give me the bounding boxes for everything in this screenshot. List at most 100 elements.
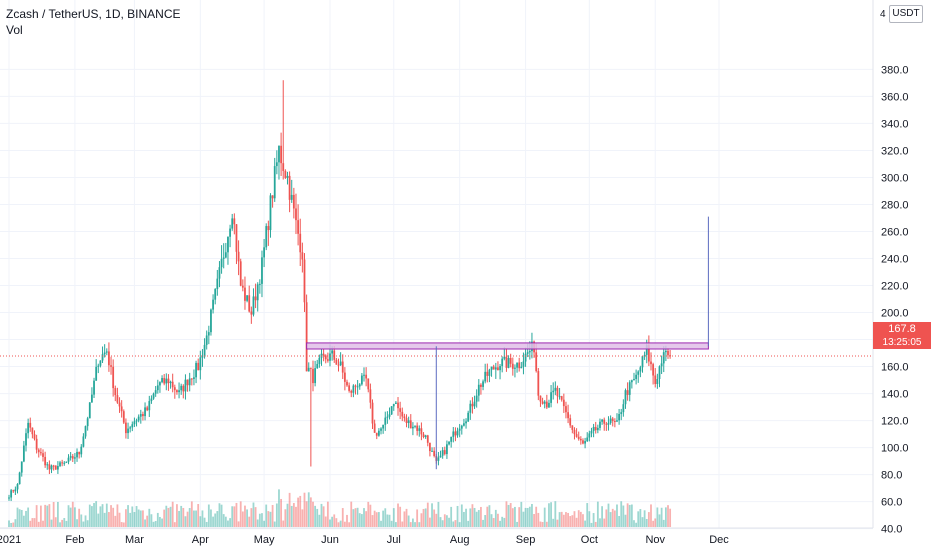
volume-bar	[380, 520, 382, 527]
candle-body	[492, 366, 495, 370]
candle-body	[44, 456, 47, 466]
candle-body	[586, 437, 589, 442]
time-tick-label: Aug	[450, 534, 470, 546]
volume-bar	[93, 503, 95, 527]
candle-body	[307, 367, 310, 372]
volume-bar	[579, 511, 582, 527]
candle-body	[579, 438, 582, 441]
candle-body	[630, 380, 633, 383]
candle-body	[305, 302, 308, 372]
candle-body	[178, 390, 180, 393]
candle-body	[271, 195, 274, 199]
volume-bar	[280, 498, 283, 527]
candle-body	[514, 367, 516, 369]
candle-body	[375, 432, 378, 436]
volume-bar	[441, 520, 444, 527]
candle-body	[584, 441, 586, 444]
time-tick-label: Oct	[581, 534, 598, 546]
countdown-label: 13:25:05	[873, 336, 931, 349]
candle-body	[227, 236, 229, 253]
candle-body	[269, 195, 272, 231]
volume-bar	[227, 520, 229, 527]
candle-body	[590, 431, 593, 434]
candle-body	[652, 364, 655, 376]
volume-bar	[129, 512, 132, 527]
volume-bar	[386, 514, 389, 527]
candle-body	[467, 412, 470, 422]
volume-bar	[543, 507, 546, 527]
candle-body	[65, 461, 68, 463]
candle-body	[386, 416, 389, 418]
candle-body	[78, 451, 81, 455]
candle-body	[125, 422, 127, 434]
volume-bar	[116, 504, 119, 527]
volume-bar	[658, 514, 661, 527]
volume-bar	[611, 508, 614, 527]
volume-bar	[605, 509, 608, 527]
volume-bar	[314, 505, 317, 527]
candle-body	[662, 352, 665, 364]
candle-body	[616, 420, 618, 422]
candle-body	[371, 402, 374, 424]
volume-bar	[639, 509, 642, 527]
candle-body	[309, 367, 312, 369]
candle-body	[592, 426, 595, 432]
price-tick-label: 220.0	[881, 281, 909, 293]
volume-bar	[324, 516, 327, 527]
volume-bar	[601, 506, 603, 527]
candle-body	[59, 462, 61, 467]
volume-bar	[531, 503, 533, 527]
candle-body	[182, 385, 185, 392]
candle-body	[254, 296, 257, 301]
volume-bar	[356, 507, 359, 527]
candle-body	[108, 351, 110, 366]
price-axis[interactable]: 40.060.080.0100.0120.0140.0160.0180.0200…	[881, 64, 909, 535]
candle-body	[195, 362, 197, 378]
time-tick-label: May	[254, 534, 275, 546]
volume-bar	[492, 518, 495, 527]
volume-bar	[556, 519, 559, 527]
candle-body	[116, 395, 119, 403]
symbol-title[interactable]: Zcash / TetherUS, 1D, BINANCE	[6, 7, 181, 21]
volume-bar	[101, 504, 104, 527]
candle-body	[186, 379, 189, 386]
volume-bar	[14, 519, 17, 527]
volume-bar	[414, 522, 416, 527]
volume-bar	[69, 507, 72, 527]
volume-bar	[273, 521, 276, 527]
volume-bar	[524, 507, 527, 527]
volume-bar	[297, 497, 300, 527]
time-axis[interactable]: 2021 Feb Mar Apr May Jun Jul Aug Sep Oct Nov Dec	[0, 534, 729, 546]
candle-body	[16, 484, 19, 490]
candle-body	[522, 361, 525, 367]
candle-body	[333, 350, 336, 360]
candle-body	[146, 407, 149, 411]
candle-body	[392, 403, 395, 407]
candle-body	[463, 423, 465, 426]
volume-bar	[363, 508, 365, 527]
volume-bar	[573, 511, 576, 527]
volume-bar	[592, 513, 595, 527]
candle-body	[343, 372, 346, 382]
unit-button[interactable]: USDT	[889, 5, 923, 23]
candle-body	[12, 490, 15, 492]
candle-body	[465, 421, 467, 424]
candle-body	[199, 357, 202, 371]
volume-bar	[182, 507, 185, 527]
candle-body	[295, 208, 297, 221]
volume-bar	[650, 504, 652, 527]
candle-body	[635, 374, 638, 379]
volume-label[interactable]: Vol	[6, 23, 23, 37]
candle-body	[27, 422, 30, 434]
candle-body	[518, 362, 521, 369]
candle-body	[286, 175, 289, 178]
candle-body	[212, 299, 214, 310]
volume-bar	[76, 519, 78, 527]
candle-body	[224, 252, 227, 258]
candle-body	[326, 359, 329, 361]
volume-bar	[20, 509, 23, 527]
candle-body	[571, 425, 574, 430]
volume-bar	[295, 506, 297, 527]
candle-body	[218, 267, 221, 279]
